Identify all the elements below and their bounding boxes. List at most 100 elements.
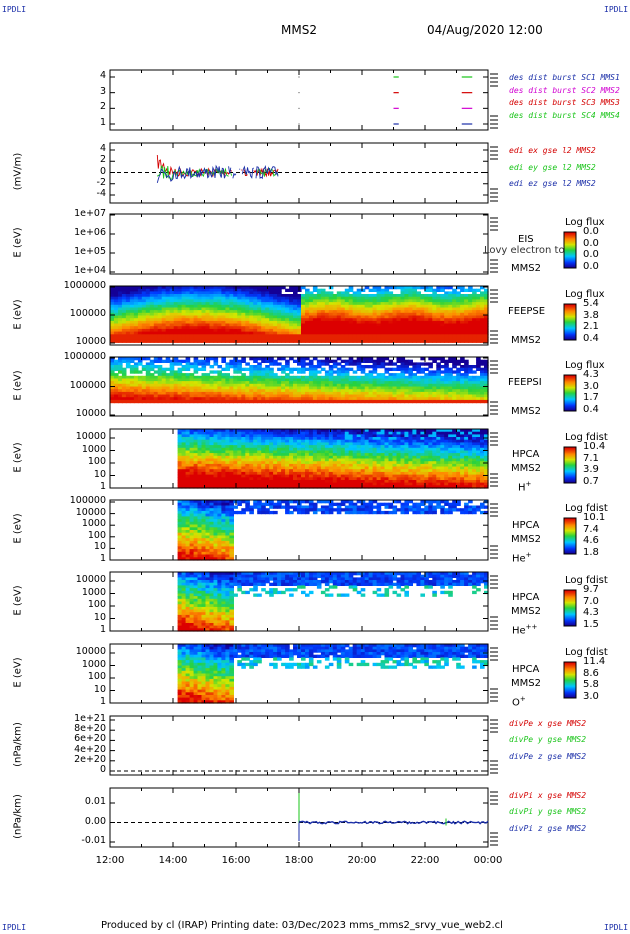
feepse-cell [273,302,278,306]
feepse-cell [293,337,298,341]
feepse-cell [428,312,433,317]
feepsi-cell [297,386,302,390]
feepse-cell [205,296,211,300]
feepse-cell [213,296,219,300]
feepse-cell [237,294,242,298]
feepse-cell [169,328,175,333]
feepse-cell [320,323,326,327]
feepsi-cell [149,365,155,369]
feepse-cell [324,294,330,298]
feepsi-cell [213,391,219,396]
hpca_h-cell [249,463,254,468]
feepse-cell [253,307,258,311]
feepse-cell [436,286,441,290]
feepse-cell [181,296,187,300]
feepsi-cell [372,365,378,369]
feepse-cell [484,310,489,314]
feepse-cell [448,339,453,343]
feepse-cell [201,339,207,343]
feepsi-cell [396,399,402,404]
feepse-cell [297,296,302,300]
feepsi-cell [289,386,294,390]
feepsi-cell [137,399,143,404]
hpca_h-cell [197,455,203,460]
feepsi-cell [368,389,374,393]
feepsi-cell [157,381,163,385]
feepse-cell [205,331,211,335]
feepse-cell [332,304,338,309]
hpca_h-cell [221,429,226,433]
feepse-cell [368,288,374,292]
feepse-cell [416,331,421,335]
feepse-cell [484,318,489,322]
feepse-cell [241,339,246,343]
feepse-cell [340,304,346,309]
feepse-cell [328,307,334,311]
feepse-cell [388,310,394,314]
hpca_h-cell [416,431,421,435]
hpca_h-cell [285,439,290,443]
feepse-cell [114,302,119,306]
hpca_h-cell [332,471,338,476]
feepse-cell [153,310,159,314]
feepse-cell [480,328,485,333]
feepse-cell [257,315,262,319]
burst-dot [298,107,300,109]
feepse-colorbar-step [564,319,576,322]
hpca_h-cell [301,471,306,476]
feepse-cell [460,288,465,292]
feepse-cell [133,310,139,314]
feepsi-cell [114,378,119,382]
feepse-cell [169,326,175,330]
feepse-cell [285,331,290,335]
feepse-cell [245,328,250,333]
feepsi-cell [261,370,266,374]
feepse-cell [420,304,425,309]
hpca_h-cell [265,461,270,465]
feepse-cell [265,334,270,338]
feepse-cell [221,315,226,319]
feepse-cell [265,320,270,325]
feepse-cell [464,302,469,306]
hpca_h-cell [301,469,306,473]
feepsi-cell [408,397,413,401]
feepsi-cell [157,399,163,404]
feepse-cell [448,304,453,309]
feepse-cell [400,315,406,319]
feepse-cell [332,337,338,341]
feepse-cell [153,315,159,319]
feepse-cell [153,286,159,290]
feepse-cell [177,296,183,300]
feepse-cell [293,286,298,290]
hpca_h-cell [388,466,394,470]
feepse-cell [448,320,453,325]
feepse-cell [145,288,151,292]
feepse-cell [237,288,242,292]
feepse-cell [384,328,390,333]
hpca_h-cell [185,431,191,435]
feepsi-cell [412,367,417,371]
feepse-cell [408,315,413,319]
hpca_h-cell [245,477,250,481]
hpca_h-cell [368,431,374,435]
feepse-cell [452,299,457,303]
hpca_h-cell [293,463,298,468]
feepse-cell [221,296,226,300]
feepse-cell [153,302,159,306]
hpca_h-cell [273,461,278,465]
eis-colorbar-step [564,238,576,240]
feepsi-cell [464,397,469,401]
hpca_h-cell [344,437,350,441]
feepse-cell [209,312,215,317]
feepsi-cell [472,386,477,390]
hpca_h-cell [340,474,346,478]
feepse-cell [308,318,314,322]
feepsi-cell [360,394,366,398]
feepsi-cell [324,378,330,382]
feepsi-cell [412,391,417,396]
feepsi-cell [448,391,453,396]
feepse-cell [360,310,366,314]
feepse-cell [221,288,226,292]
feepsi-cell [265,375,270,380]
feepse-cell [197,331,203,335]
